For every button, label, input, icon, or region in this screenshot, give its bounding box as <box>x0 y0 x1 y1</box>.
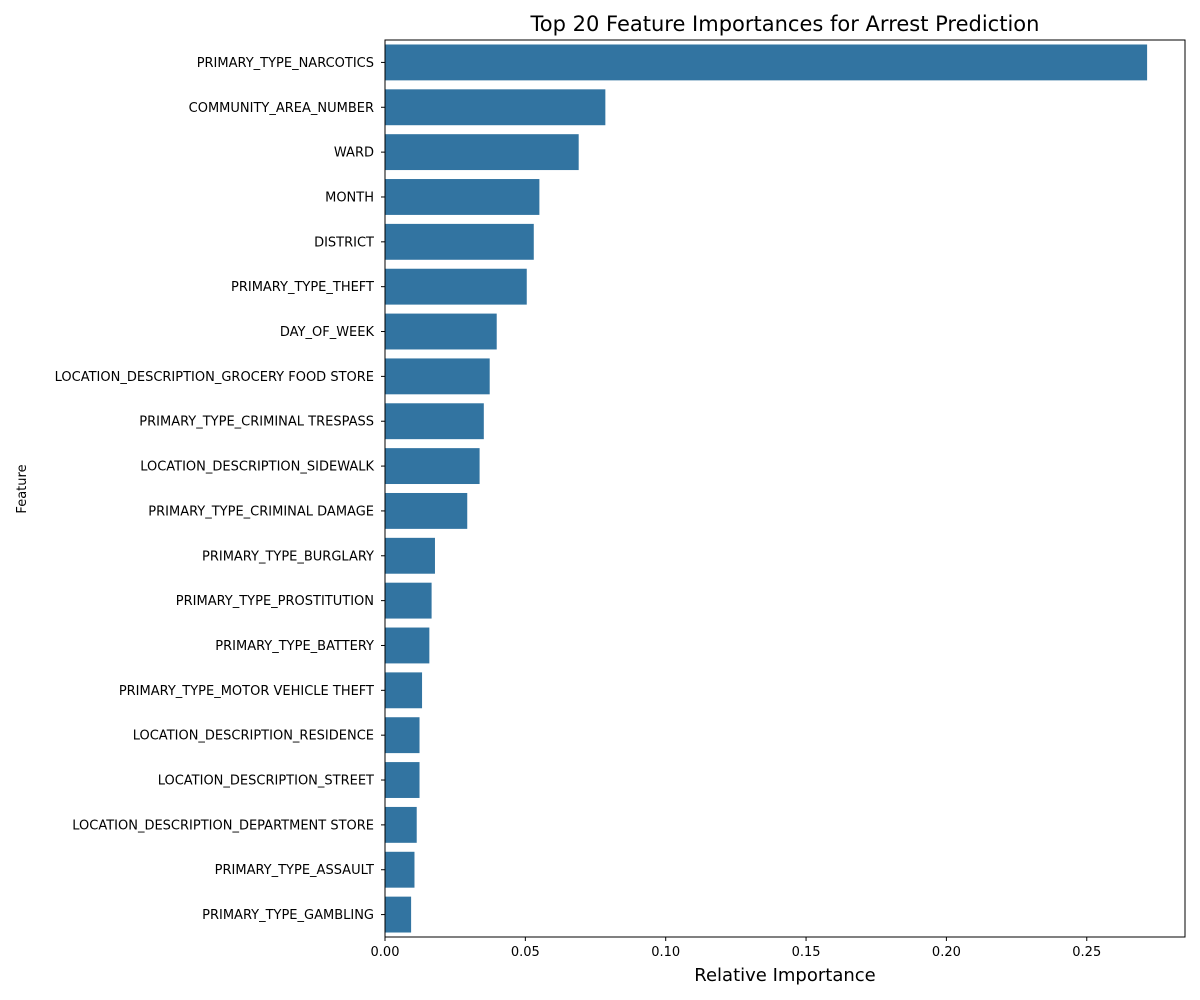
bar-primary-type-narcotics <box>385 44 1148 81</box>
x-axis-title: Relative Importance <box>694 965 875 986</box>
category-label: PRIMARY_TYPE_CRIMINAL TRESPASS <box>139 415 374 430</box>
category-label: LOCATION_DESCRIPTION_STREET <box>158 774 374 789</box>
x-tick-label: 0.25 <box>1072 945 1101 960</box>
category-label: PRIMARY_TYPE_THEFT <box>231 280 374 295</box>
category-label: LOCATION_DESCRIPTION_SIDEWALK <box>140 460 374 475</box>
axes-frame <box>384 39 1186 938</box>
bar-location-description-grocery-food-store <box>385 358 490 395</box>
bar-community-area-number <box>385 89 606 126</box>
bar-primary-type-criminal-damage <box>385 492 468 529</box>
bar-primary-type-theft <box>385 268 527 305</box>
bar-day-of-week <box>385 313 497 350</box>
bar-location-description-residence <box>385 717 420 754</box>
category-label: LOCATION_DESCRIPTION_RESIDENCE <box>133 729 374 744</box>
x-tick-label: 0.05 <box>511 945 540 960</box>
category-label: DAY_OF_WEEK <box>280 325 375 340</box>
bar-location-description-sidewalk <box>385 448 480 485</box>
bar-primary-type-criminal-trespass <box>385 403 484 440</box>
bar-primary-type-motor-vehicle-theft <box>385 672 423 709</box>
category-label: DISTRICT <box>314 235 374 250</box>
x-axis-ticks: 0.00 0.05 0.10 0.15 0.20 0.25 <box>371 937 1101 960</box>
category-labels: PRIMARY_TYPE_NARCOTICS COMMUNITY_AREA_NUM… <box>55 56 385 923</box>
x-tick-label: 0.20 <box>932 945 961 960</box>
category-label: PRIMARY_TYPE_PROSTITUTION <box>176 594 374 609</box>
category-label: PRIMARY_TYPE_MOTOR VEHICLE THEFT <box>119 684 374 699</box>
category-label: MONTH <box>325 190 374 205</box>
bars-layer <box>385 44 1148 933</box>
bar-primary-type-assault <box>385 851 415 888</box>
bar-district <box>385 223 534 260</box>
x-tick-label: 0.10 <box>651 945 680 960</box>
category-label: PRIMARY_TYPE_GAMBLING <box>202 908 374 923</box>
bar-primary-type-prostitution <box>385 582 432 619</box>
chart-title: Top 20 Feature Importances for Arrest Pr… <box>530 12 1040 36</box>
category-label: PRIMARY_TYPE_CRIMINAL DAMAGE <box>148 504 374 519</box>
category-label: PRIMARY_TYPE_NARCOTICS <box>197 56 374 71</box>
x-tick-label: 0.00 <box>371 945 400 960</box>
category-label: COMMUNITY_AREA_NUMBER <box>189 101 374 116</box>
category-label: WARD <box>334 146 374 161</box>
bar-location-description-street <box>385 762 420 798</box>
bar-primary-type-battery <box>385 627 430 664</box>
plot-frame <box>384 39 1186 938</box>
bar-primary-type-gambling <box>385 896 412 933</box>
category-label: LOCATION_DESCRIPTION_GROCERY FOOD STORE <box>55 370 374 385</box>
bar-ward <box>385 134 579 171</box>
bar-month <box>385 179 540 215</box>
category-label: PRIMARY_TYPE_BATTERY <box>215 639 374 654</box>
category-label: PRIMARY_TYPE_ASSAULT <box>215 863 374 878</box>
bar-primary-type-burglary <box>385 537 435 574</box>
category-label: LOCATION_DESCRIPTION_DEPARTMENT STORE <box>72 818 374 833</box>
y-axis-title: Feature <box>15 464 30 513</box>
category-label: PRIMARY_TYPE_BURGLARY <box>202 549 374 564</box>
bar-location-description-department-store <box>385 806 417 843</box>
x-tick-label: 0.15 <box>792 945 821 960</box>
